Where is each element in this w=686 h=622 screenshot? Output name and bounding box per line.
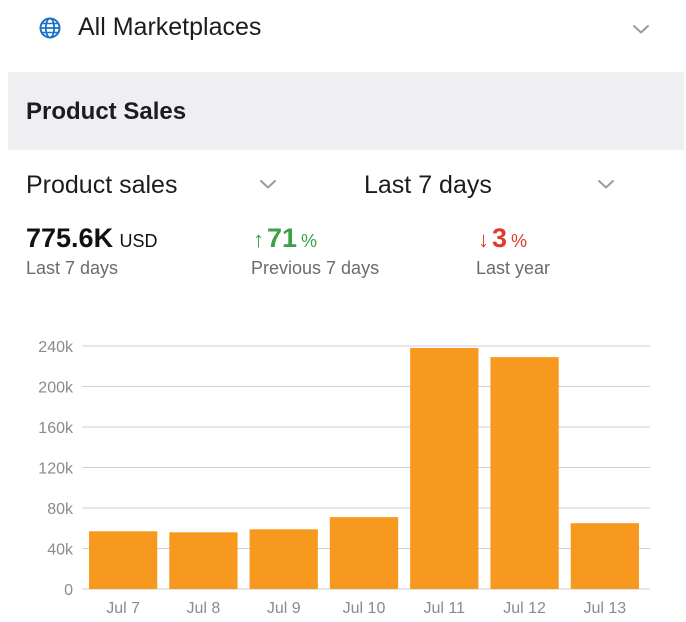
bar — [570, 523, 639, 589]
y-tick-label: 240k — [38, 339, 74, 356]
x-tick-label: Jul 9 — [267, 600, 301, 617]
x-tick-label: Jul 12 — [503, 600, 546, 617]
chevron-down-icon[interactable] — [259, 178, 277, 190]
bar — [89, 531, 158, 589]
total-value: 775.6K — [26, 223, 114, 253]
metric-dropdown-label: Product sales — [26, 171, 178, 199]
chevron-down-icon[interactable] — [597, 178, 615, 190]
previous-unit: % — [301, 231, 318, 251]
section-title: Product Sales — [26, 98, 187, 125]
y-tick-label: 160k — [38, 420, 74, 437]
globe-icon — [38, 16, 62, 40]
total-sales-value: 775.6K USD — [26, 223, 158, 254]
last-year-caption: Last year — [476, 258, 551, 278]
marketplace-label: All Marketplaces — [78, 13, 262, 41]
sales-bar-chart: 0 40k 80k 120k 160k 200k 240k Jul 7 Jul 8 Jul 9 Ju… — [38, 339, 650, 617]
last-year-unit: % — [511, 231, 528, 251]
arrow-up-icon: ↑ — [253, 227, 264, 252]
x-tick-label: Jul 13 — [584, 600, 627, 617]
previous-change: ↑ 71% — [253, 223, 317, 254]
x-tick-label: Jul 8 — [187, 600, 221, 617]
last-year-change: ↓ 3% — [478, 223, 527, 254]
last-year-value: 3 — [492, 223, 508, 253]
y-tick-label: 200k — [38, 380, 74, 397]
previous-caption: Previous 7 days — [251, 258, 380, 278]
total-caption: Last 7 days — [26, 258, 119, 278]
bar — [490, 357, 559, 589]
x-tick-label: Jul 7 — [106, 600, 140, 617]
previous-value: 71 — [267, 223, 298, 253]
x-tick-label: Jul 10 — [343, 600, 386, 617]
marketplace-selector[interactable]: All Marketplaces — [0, 0, 686, 58]
bar — [169, 532, 238, 589]
y-tick-label: 120k — [38, 461, 74, 478]
y-tick-label: 80k — [47, 501, 74, 518]
section-header: Product Sales — [8, 72, 684, 150]
y-tick-label: 40k — [47, 542, 74, 559]
chevron-down-icon[interactable] — [632, 23, 650, 35]
bar — [329, 517, 399, 589]
y-tick-label: 0 — [64, 582, 73, 599]
period-dropdown-label: Last 7 days — [364, 171, 492, 199]
bar — [410, 348, 479, 589]
bar — [249, 529, 318, 589]
total-unit: USD — [119, 231, 158, 251]
x-tick-label: Jul 11 — [424, 600, 466, 617]
arrow-down-icon: ↓ — [478, 227, 489, 252]
